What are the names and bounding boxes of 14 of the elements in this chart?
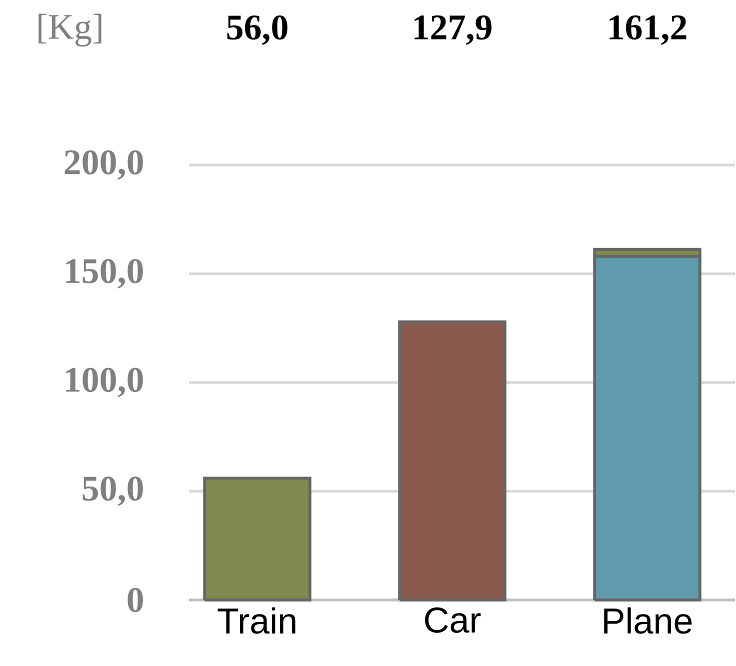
y-tick-label: 0	[128, 588, 143, 612]
y-tick-label: 50,0	[82, 476, 143, 506]
y-axis-title: [Kg]	[38, 14, 102, 47]
y-tick-label: 100,0	[66, 368, 143, 398]
bar	[398, 320, 506, 602]
x-tick-label: Plane	[604, 607, 692, 634]
x-tick-label: Train	[218, 607, 296, 634]
text: 127,9	[414, 15, 492, 45]
text: 56,0	[227, 15, 288, 45]
y-tick-label: 200,0	[64, 150, 143, 180]
text: 161,2	[610, 15, 686, 45]
x-tick-label: Car	[425, 607, 481, 633]
bar	[203, 476, 312, 602]
y-tick-label: 150,0	[66, 258, 143, 289]
